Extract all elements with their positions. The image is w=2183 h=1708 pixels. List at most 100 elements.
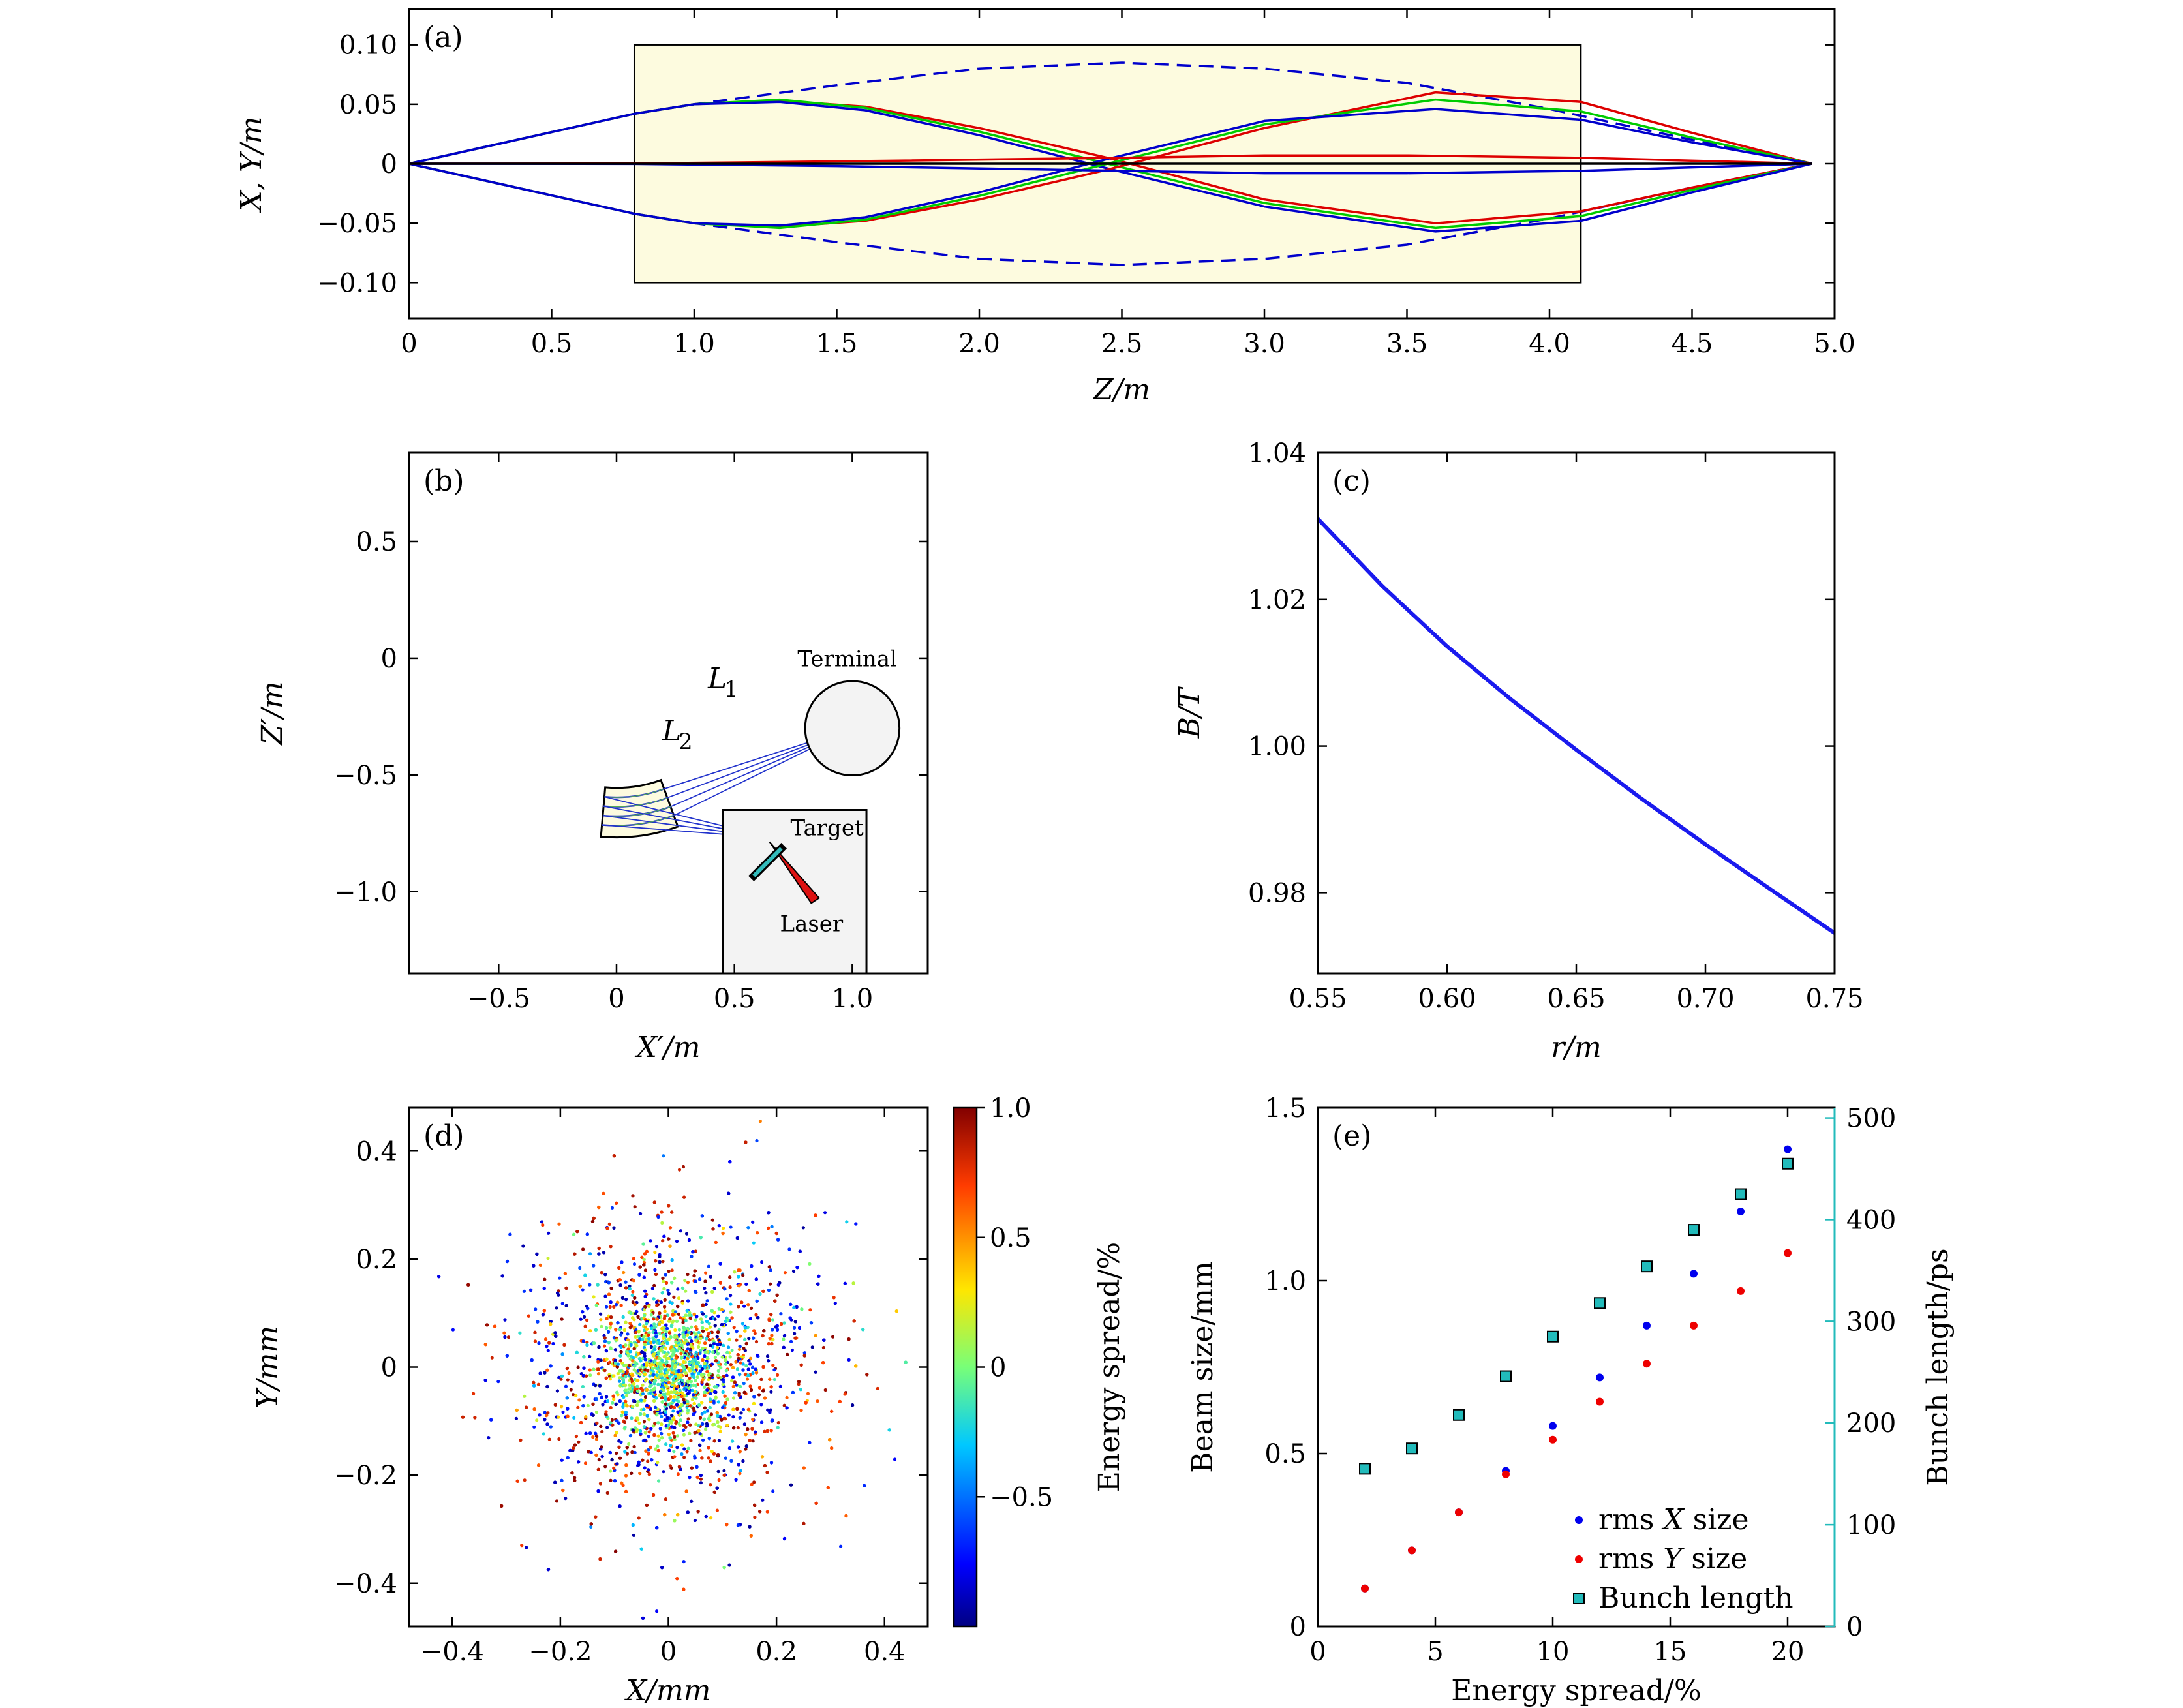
panel-d-point [620, 1410, 624, 1414]
panel-d-point [664, 1497, 668, 1501]
panel-d-point [650, 1287, 654, 1290]
panel-d-point [557, 1222, 561, 1226]
panel-c-x-tick-label: 0.60 [1418, 984, 1476, 1014]
panel-d-point [775, 1293, 779, 1297]
panel-d-point [581, 1310, 585, 1314]
panel-d-point [652, 1200, 656, 1204]
panel-d-point [821, 1345, 825, 1350]
panel-d-point [623, 1450, 627, 1454]
panel-a-x-tick-label: 4.0 [1529, 329, 1570, 359]
panel-a-series-4 [408, 100, 1812, 233]
panel-d-point [597, 1246, 601, 1251]
panel-d-point [752, 1241, 756, 1245]
panel-d-point [802, 1466, 806, 1470]
panel-d-point [707, 1437, 711, 1441]
panel-d-point [735, 1338, 739, 1342]
panel-d-point [586, 1307, 590, 1311]
panel-d-point [688, 1313, 692, 1317]
panel-d-point [693, 1518, 697, 1523]
panel-d-point [638, 1373, 642, 1377]
panel-d-point [894, 1309, 898, 1313]
panel-d-point [709, 1392, 712, 1395]
panel-d-point [588, 1431, 592, 1435]
panel-d-point [734, 1478, 738, 1482]
panel-d-point [677, 1296, 681, 1300]
panel-d-point [667, 1237, 671, 1241]
panel-d-point [579, 1372, 583, 1376]
panel-d-point [748, 1384, 752, 1388]
panel-d-point [741, 1362, 745, 1366]
panel-d-point [583, 1324, 587, 1328]
panel-d-point [821, 1361, 825, 1365]
panel-d-point [545, 1344, 549, 1349]
panel-d-point [611, 1401, 615, 1405]
panel-d-point [557, 1437, 561, 1441]
panel-d-point [604, 1326, 609, 1330]
panel-d-point [677, 1381, 681, 1385]
panel-d-point [751, 1365, 755, 1369]
panel-d-point [643, 1348, 647, 1352]
panel-d-point [749, 1306, 754, 1310]
panel-d-point [710, 1309, 714, 1313]
panel-d-point [596, 1489, 600, 1493]
panel-d-point [690, 1339, 694, 1343]
panel-d-point [747, 1289, 751, 1292]
panel-d-point [727, 1191, 731, 1195]
panel-d-point [744, 1282, 748, 1286]
panel-d-point [618, 1327, 622, 1332]
panel-d-point [618, 1504, 622, 1508]
panel-d-point [525, 1405, 528, 1409]
panel-d-point [736, 1523, 740, 1527]
panel-d-point [649, 1239, 652, 1243]
panel-d-point [583, 1461, 588, 1465]
panel-d-point [523, 1478, 527, 1482]
panel-d-point [624, 1320, 628, 1324]
panel-d-point [599, 1312, 603, 1316]
panel-d-point [588, 1283, 592, 1287]
panel-d-point [776, 1421, 780, 1425]
panel-d-point [679, 1316, 682, 1320]
panel-d-point [828, 1438, 832, 1442]
panel-d-point [635, 1384, 639, 1388]
panel-d-point [697, 1429, 701, 1433]
panel-d-point [662, 1279, 665, 1283]
panel-d-point [701, 1438, 705, 1442]
panel-d-point [776, 1426, 780, 1429]
panel-d-point [649, 1445, 652, 1450]
panel-d-point [729, 1294, 733, 1298]
panel-d-point [763, 1429, 767, 1433]
panel-d-point [658, 1411, 662, 1415]
panel-d-point [503, 1335, 507, 1339]
panel-d-point [654, 1272, 658, 1276]
panel-d-point [727, 1337, 731, 1341]
panel-d-point [799, 1388, 802, 1392]
panel-d-point [540, 1220, 544, 1224]
panel-d-point [619, 1304, 623, 1307]
panel-d-point [680, 1286, 685, 1290]
panel-d-point [847, 1337, 851, 1341]
panel-d-point [704, 1271, 708, 1275]
panel-d-point [731, 1396, 736, 1400]
panel-d-point [749, 1388, 754, 1392]
panel-d-point [686, 1399, 690, 1403]
panel-d-point [767, 1211, 771, 1215]
panel-d-point [737, 1347, 742, 1351]
panel-d-point [720, 1355, 724, 1359]
panel-d-point [704, 1427, 708, 1431]
panel-d-point [671, 1313, 675, 1317]
panel-d-point [851, 1281, 855, 1285]
panel-d-point [704, 1314, 708, 1319]
panel-d-point [615, 1338, 619, 1342]
panel-d-point [663, 1309, 667, 1313]
panel-d-point [682, 1341, 686, 1345]
panel-d-point [715, 1411, 719, 1414]
panel-d-point [605, 1399, 610, 1403]
panel-d-point [722, 1416, 726, 1420]
panel-d-point [609, 1469, 613, 1473]
panel-d-point [624, 1411, 628, 1414]
panel-d-point [560, 1374, 564, 1378]
panel-d-point [727, 1413, 731, 1417]
panel-d-point [771, 1418, 774, 1422]
panel-d-point [496, 1380, 500, 1384]
panel-d-point [500, 1504, 504, 1508]
